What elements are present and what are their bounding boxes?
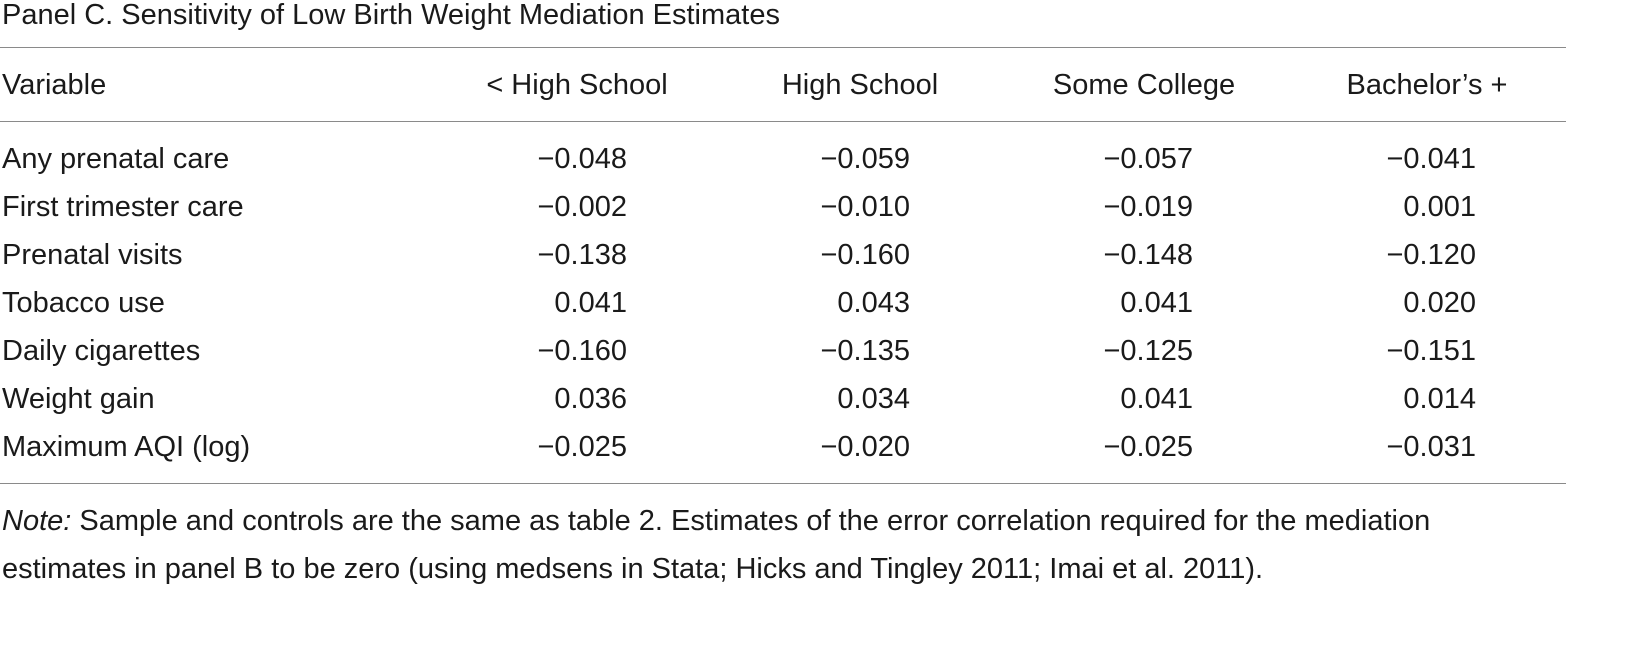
cell-value: −0.160 [537,335,627,367]
cell-value: −0.138 [537,239,627,271]
cell-value: −0.135 [820,335,910,367]
column-header: Bachelor’s + [1346,69,1508,101]
top-rule [0,47,1566,48]
row-label: Maximum AQI (log) [2,431,251,463]
bottom-rule [0,483,1566,484]
cell-value: −0.041 [1386,143,1476,175]
header-rule [0,121,1566,122]
row-label: Prenatal visits [2,239,183,271]
note-label: Note: [2,505,72,537]
cell-value: 0.043 [837,287,910,319]
row-label: Any prenatal care [2,143,230,175]
cell-value: −0.025 [537,431,627,463]
cell-value: −0.125 [1103,335,1193,367]
cell-value: −0.151 [1386,335,1476,367]
cell-value: −0.120 [1386,239,1476,271]
cell-value: −0.025 [1103,431,1193,463]
column-header: High School [781,69,939,101]
row-label: Daily cigarettes [2,335,201,367]
cell-value: −0.059 [820,143,910,175]
cell-value: −0.048 [537,143,627,175]
cell-value: 0.041 [1120,383,1193,415]
cell-value: −0.019 [1103,191,1193,223]
cell-value: 0.036 [554,383,627,415]
cell-value: 0.034 [837,383,910,415]
cell-value: 0.020 [1403,287,1476,319]
row-label: Tobacco use [2,287,165,319]
row-label: Weight gain [2,383,155,415]
panel-title: Panel C. Sensitivity of Low Birth Weight… [2,0,780,31]
cell-value: 0.001 [1403,191,1476,223]
cell-value: 0.041 [554,287,627,319]
column-header: Some College [1052,69,1236,101]
cell-value: −0.031 [1386,431,1476,463]
cell-value: 0.014 [1403,383,1476,415]
row-label: First trimester care [2,191,244,223]
note-text: Sample and controls are the same as tabl… [2,505,1431,585]
table-note: Note: Sample and controls are the same a… [2,497,1562,593]
column-header: < High School [486,69,668,101]
column-header: Variable [2,69,107,101]
cell-value: −0.057 [1103,143,1193,175]
cell-value: −0.020 [820,431,910,463]
cell-value: −0.010 [820,191,910,223]
cell-value: −0.148 [1103,239,1193,271]
cell-value: 0.041 [1120,287,1193,319]
cell-value: −0.160 [820,239,910,271]
cell-value: −0.002 [537,191,627,223]
